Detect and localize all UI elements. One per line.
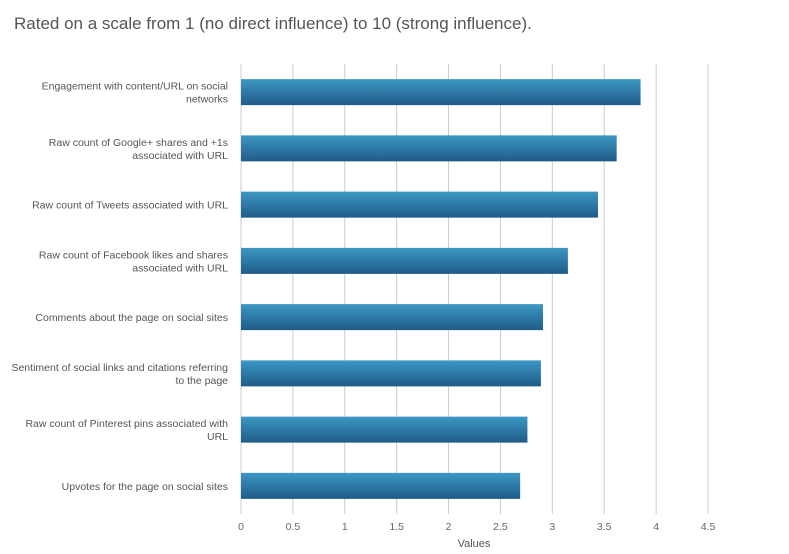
bar xyxy=(241,472,521,499)
x-tick-label: 3 xyxy=(549,521,555,533)
category-label: Engagement with content/URL on social net… xyxy=(42,81,228,106)
bar xyxy=(241,304,543,331)
category-label: Upvotes for the page on social sites xyxy=(62,481,228,493)
bars xyxy=(241,79,641,499)
x-tick-label: 0 xyxy=(238,521,244,533)
x-tick-label: 2 xyxy=(446,521,452,533)
gridlines xyxy=(240,64,709,514)
x-tick-label: 0.5 xyxy=(286,521,301,533)
x-tick-labels: 0 0.5 1 1.5 2 2.5 3 3.5 4 4.5 xyxy=(238,521,715,533)
category-label: Raw count of Tweets associated with URL xyxy=(32,200,228,212)
bar xyxy=(241,247,568,274)
category-label: Comments about the page on social sites xyxy=(35,312,228,324)
category-label: Raw count of Google+ shares and +1s assoc… xyxy=(49,137,228,162)
bar xyxy=(241,135,617,162)
bar xyxy=(241,360,541,387)
category-labels: Engagement with content/URL on social net… xyxy=(11,81,228,493)
category-label: Raw count of Facebook likes and shares as… xyxy=(39,249,228,274)
bar xyxy=(241,191,598,218)
x-tick-label: 1.5 xyxy=(389,521,404,533)
category-label: Sentiment of social links and citations … xyxy=(11,362,228,387)
category-label: Raw count of Pinterest pins associated w… xyxy=(25,418,228,443)
x-axis-title: Values xyxy=(458,538,491,550)
x-tick-label: 1 xyxy=(342,521,348,533)
chart-subtitle: Rated on a scale from 1 (no direct influ… xyxy=(14,14,532,33)
bar xyxy=(241,79,641,106)
x-tick-label: 2.5 xyxy=(493,521,508,533)
x-tick-label: 4.5 xyxy=(701,521,716,533)
x-tick-label: 4 xyxy=(653,521,659,533)
bar xyxy=(241,416,528,443)
x-tick-label: 3.5 xyxy=(597,521,612,533)
